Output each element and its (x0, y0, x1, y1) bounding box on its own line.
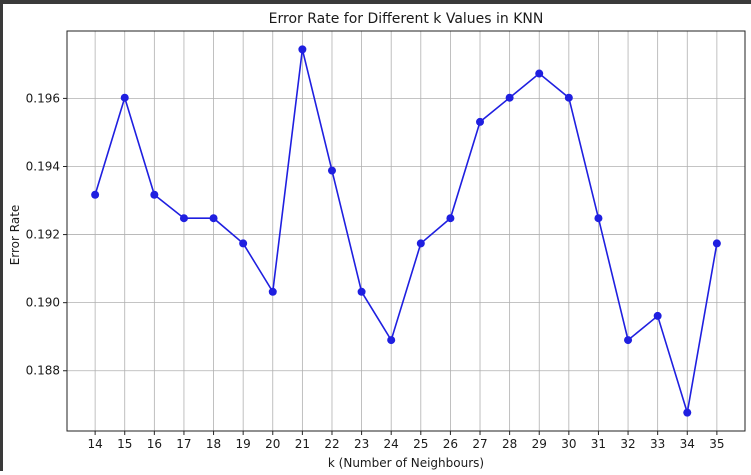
x-tick-label: 35 (709, 437, 724, 451)
data-point (209, 214, 218, 223)
chart-title: Error Rate for Different k Values in KNN (269, 11, 544, 27)
y-axis-ticks: 0.188 0.190 0.192 0.194 0.196 (26, 91, 67, 378)
data-point (120, 93, 129, 102)
data-point (594, 214, 603, 223)
data-point (683, 408, 692, 417)
data-point (446, 214, 455, 223)
data-point (327, 166, 336, 175)
data-point (387, 336, 396, 345)
y-tick-label: 0.196 (26, 91, 60, 105)
data-point (505, 93, 514, 102)
x-tick-label: 21 (295, 437, 310, 451)
plot-frame (66, 30, 746, 432)
y-axis-label: Error Rate (8, 205, 22, 266)
data-point (150, 190, 159, 199)
y-tick-label: 0.188 (26, 364, 60, 378)
data-point (268, 287, 277, 296)
window-left-edge (0, 0, 3, 471)
data-point (712, 239, 721, 248)
x-tick-label: 27 (472, 437, 487, 451)
data-point (91, 190, 100, 199)
x-tick-label: 17 (176, 437, 191, 451)
series-line (94, 49, 718, 413)
data-point (564, 93, 573, 102)
x-tick-label: 22 (324, 437, 339, 451)
data-point (653, 311, 662, 320)
y-tick-label: 0.192 (26, 228, 60, 242)
series-layer (91, 45, 721, 417)
x-tick-label: 26 (443, 437, 458, 451)
data-point (239, 239, 248, 248)
data-point (179, 214, 188, 223)
grid-lines (67, 31, 745, 431)
x-tick-label: 32 (620, 437, 635, 451)
data-point (416, 239, 425, 248)
x-tick-label: 23 (354, 437, 369, 451)
data-point (535, 69, 544, 78)
data-point (476, 117, 485, 126)
x-tick-label: 29 (532, 437, 547, 451)
x-tick-label: 24 (384, 437, 399, 451)
x-tick-label: 31 (591, 437, 606, 451)
window-top-edge (0, 0, 751, 4)
x-tick-label: 30 (561, 437, 576, 451)
data-point (357, 287, 366, 296)
x-tick-label: 15 (117, 437, 132, 451)
x-tick-label: 19 (236, 437, 251, 451)
x-tick-label: 16 (147, 437, 162, 451)
data-point (624, 336, 633, 345)
x-tick-label: 18 (206, 437, 221, 451)
x-tick-label: 25 (413, 437, 428, 451)
x-tick-label: 28 (502, 437, 517, 451)
x-tick-label: 14 (87, 437, 102, 451)
y-tick-label: 0.194 (26, 159, 60, 173)
x-axis-label: k (Number of Neighbours) (328, 456, 484, 470)
x-tick-label: 33 (650, 437, 665, 451)
x-axis-ticks: 14 15 16 17 18 19 20 21 22 23 24 25 26 27 28 29 30 31 32 33… (87, 431, 725, 451)
x-tick-label: 20 (265, 437, 280, 451)
y-tick-label: 0.190 (26, 296, 60, 310)
x-tick-label: 34 (680, 437, 695, 451)
data-point (298, 45, 307, 54)
